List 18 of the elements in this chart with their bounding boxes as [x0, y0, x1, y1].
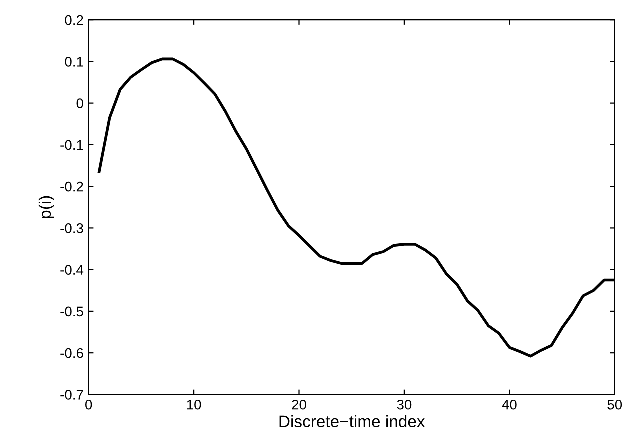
- y-tick-label: -0.5: [60, 306, 84, 317]
- y-tick-label: -0.3: [60, 224, 84, 234]
- y-tick-label: 0.1: [65, 57, 84, 67]
- y-tick-label: 0.2: [65, 15, 84, 26]
- x-tick-label: 20: [292, 400, 306, 410]
- y-tick-label: 0: [76, 98, 84, 108]
- x-tick-label: 40: [502, 400, 517, 410]
- x-axis-title: Discrete−time index: [280, 415, 426, 428]
- y-tick-label: -0.2: [60, 182, 84, 192]
- y-axis-title: p(i): [38, 196, 54, 218]
- x-tick-label: 0: [86, 400, 92, 410]
- y-tick-label: -0.6: [60, 348, 84, 358]
- x-tick-label: 30: [397, 400, 412, 410]
- x-tick-label: 10: [187, 400, 202, 410]
- y-tick-label: -0.4: [60, 265, 84, 275]
- y-tick-label: -0.7: [60, 390, 84, 400]
- x-tick-label: 50: [608, 400, 622, 410]
- y-tick-label: -0.1: [60, 140, 84, 150]
